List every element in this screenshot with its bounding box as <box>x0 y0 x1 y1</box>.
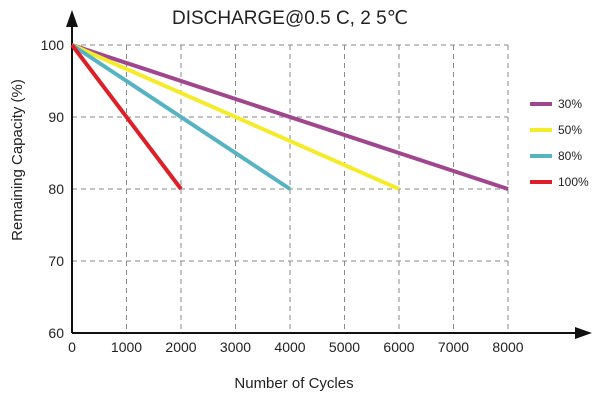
series-line-50pct <box>71 43 400 191</box>
x-tick-label: 2000 <box>165 339 196 355</box>
series-lines <box>70 43 509 191</box>
x-tick-label: 5000 <box>329 339 360 355</box>
x-tick-label: 0 <box>68 339 76 355</box>
x-tick-label: 1000 <box>111 339 142 355</box>
series-line-30pct <box>71 43 509 191</box>
x-tick-label: 7000 <box>438 339 469 355</box>
y-tick-label: 80 <box>48 181 64 197</box>
legend-label: 50% <box>558 123 582 137</box>
x-tick-label: 4000 <box>274 339 305 355</box>
series-line-100pct <box>70 43 183 191</box>
legend-label: 30% <box>558 97 582 111</box>
x-axis-arrow <box>575 327 592 339</box>
x-axis-label: Number of Cycles <box>234 375 353 392</box>
legend-label: 80% <box>558 149 582 163</box>
y-tick-labels: 60 70 80 90 100 <box>41 37 65 341</box>
x-tick-label: 6000 <box>383 339 414 355</box>
y-tick-label: 90 <box>48 109 64 125</box>
y-axis-label: Remaining Capacity (%) <box>9 79 26 241</box>
chart-title: DISCHARGE@0.5 C, 2 5℃ <box>172 8 408 29</box>
y-axis-arrow <box>66 10 78 27</box>
legend: 30% 50% 80% 100% <box>512 92 592 204</box>
x-tick-label: 8000 <box>492 339 523 355</box>
legend-label: 100% <box>558 175 589 189</box>
legend-box <box>512 92 592 204</box>
axes <box>66 10 592 339</box>
x-tick-labels: 0 1000 2000 3000 4000 5000 6000 7000 8000 <box>68 339 524 355</box>
y-tick-label: 60 <box>48 325 64 341</box>
x-tick-label: 3000 <box>220 339 251 355</box>
series-line-80pct <box>70 43 292 191</box>
y-tick-label: 70 <box>48 253 64 269</box>
y-tick-label: 100 <box>41 37 65 53</box>
